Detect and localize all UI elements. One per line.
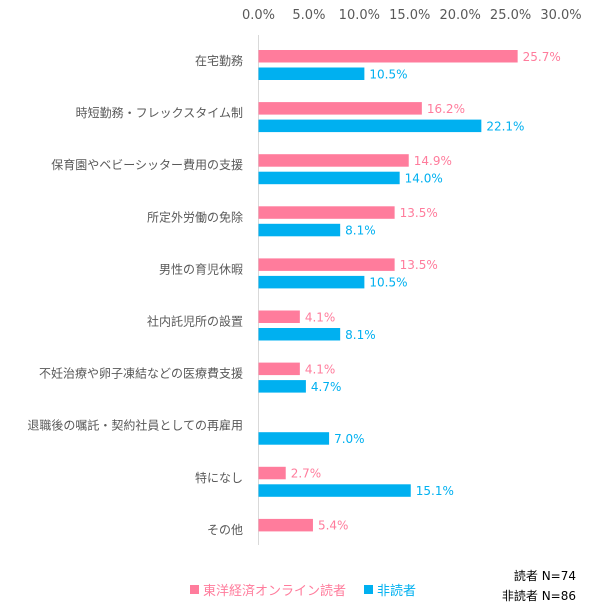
data-label: 8.1% (345, 328, 376, 342)
bar-readers (258, 50, 518, 63)
data-label: 10.5% (369, 67, 407, 81)
legend-swatch-readers (190, 585, 199, 594)
bar-nonreaders (258, 119, 482, 133)
data-label: 25.7% (523, 50, 561, 64)
legend-label-nonreaders: 非読者 (377, 584, 417, 599)
bar-readers (258, 310, 300, 323)
x-tick-label: 20.0% (440, 8, 481, 23)
data-label: 10.5% (369, 276, 407, 290)
legend-label-readers: 東洋経済オンライン読者 (203, 584, 347, 599)
bar-readers (258, 154, 409, 167)
bar-nonreaders (258, 328, 341, 341)
data-label: 4.7% (311, 380, 342, 394)
bar-nonreaders (258, 223, 341, 237)
nonreader-sample-size: 非読者 N=86 (501, 589, 576, 603)
bar-readers (258, 206, 395, 219)
x-tick-label: 15.0% (389, 8, 430, 23)
legend-swatch-nonreaders (364, 585, 374, 594)
legend-item-readers: 東洋経済オンライン読者 (190, 580, 346, 599)
reader-sample-size: 読者 N=74 (513, 569, 576, 583)
bar-readers (258, 362, 300, 376)
category-label: 所定外労働の免除 (147, 209, 243, 224)
data-label: 15.1% (416, 484, 454, 498)
x-tick-label: 25.0% (490, 8, 531, 23)
category-label: 退職後の嘱託・契約社員としての再雇用 (27, 418, 243, 433)
category-label: その他 (207, 523, 243, 537)
bar-nonreaders (258, 275, 365, 289)
category-label: 特になし (195, 470, 243, 485)
data-label: 13.5% (400, 206, 438, 220)
data-label: 14.9% (414, 154, 452, 168)
category-label: 在宅勤務 (195, 53, 243, 68)
legend-item-nonreaders: 非読者 (364, 580, 416, 599)
data-label: 16.2% (427, 102, 465, 116)
bar-readers (258, 466, 286, 480)
bar-nonreaders (258, 484, 411, 497)
bar-nonreaders (258, 380, 306, 393)
data-label: 2.7% (291, 467, 322, 481)
data-label: 7.0% (334, 432, 365, 446)
bar-nonreaders (258, 171, 400, 185)
data-label: 4.1% (305, 362, 336, 376)
category-label: 男性の育児休暇 (159, 261, 243, 276)
bar-nonreaders (258, 432, 330, 445)
bar-readers (258, 102, 422, 115)
data-label: 14.0% (405, 171, 443, 185)
bar-nonreaders (258, 67, 365, 80)
data-label: 13.5% (400, 258, 438, 272)
data-label: 22.1% (486, 119, 524, 133)
x-tick-label: 10.0% (339, 8, 380, 23)
category-label: 不妊治療や卵子凍結などの医療費支援 (39, 366, 243, 381)
legend: 東洋経済オンライン読者 非読者 (190, 580, 416, 599)
category-label: 時短勤務・フレックスタイム制 (76, 106, 243, 120)
x-tick-label: 5.0% (292, 8, 325, 23)
data-label: 4.1% (305, 310, 336, 324)
data-label: 8.1% (345, 224, 376, 238)
x-tick-label: 30.0% (540, 8, 581, 23)
data-label: 5.4% (318, 519, 349, 533)
bar-readers (258, 518, 313, 532)
x-tick-label: 0.0% (242, 8, 275, 23)
bar-readers (258, 258, 395, 271)
category-label: 社内託児所の設置 (147, 314, 243, 329)
category-label: 保育園やベビーシッター費用の支援 (51, 157, 243, 172)
